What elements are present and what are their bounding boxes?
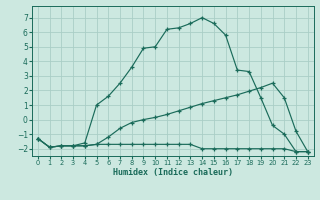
X-axis label: Humidex (Indice chaleur): Humidex (Indice chaleur) [113,168,233,177]
